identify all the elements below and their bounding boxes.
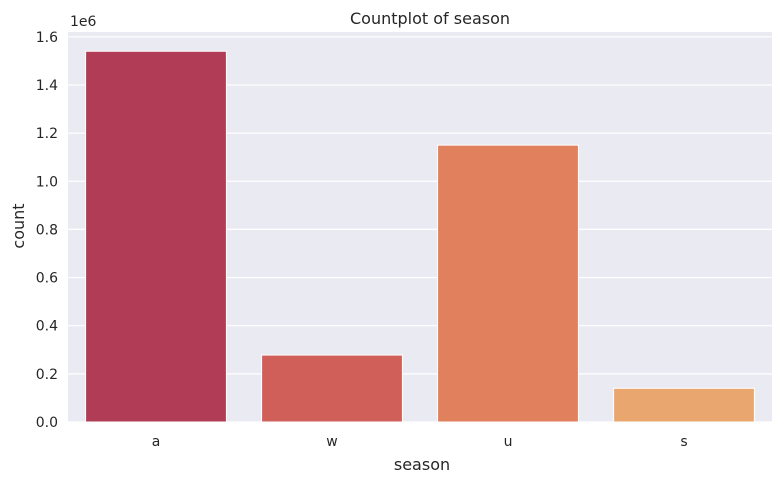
bar-u bbox=[437, 144, 579, 423]
y-axis-label: count bbox=[9, 203, 28, 248]
y-tick-label: 0.4 bbox=[36, 319, 58, 335]
y-tick-label: 1.4 bbox=[36, 78, 58, 94]
y-tick-label: 1.2 bbox=[36, 126, 58, 142]
y-tick-label: 0.2 bbox=[36, 367, 58, 383]
y-tick-labels: 0.0 0.2 0.4 0.6 0.8 1.0 1.2 1.4 1.6 bbox=[36, 30, 58, 431]
bar-a bbox=[85, 50, 227, 423]
x-tick-label-a: a bbox=[152, 434, 161, 450]
x-tick-label-w: w bbox=[326, 434, 337, 450]
x-tick-label-s: s bbox=[680, 434, 687, 450]
x-axis-label: season bbox=[394, 455, 450, 474]
y-tick-label: 1.0 bbox=[36, 174, 58, 190]
bars bbox=[85, 50, 755, 423]
bar-w bbox=[261, 354, 403, 423]
y-offset-label: 1e6 bbox=[70, 14, 97, 30]
y-tick-label: 0.0 bbox=[36, 415, 58, 431]
x-tick-label-u: u bbox=[504, 434, 513, 450]
y-tick-label: 0.6 bbox=[36, 271, 58, 287]
chart-title: Countplot of season bbox=[350, 9, 510, 28]
y-tick-label: 1.6 bbox=[36, 30, 58, 46]
y-tick-label: 0.8 bbox=[36, 222, 58, 238]
bar-s bbox=[613, 387, 755, 423]
